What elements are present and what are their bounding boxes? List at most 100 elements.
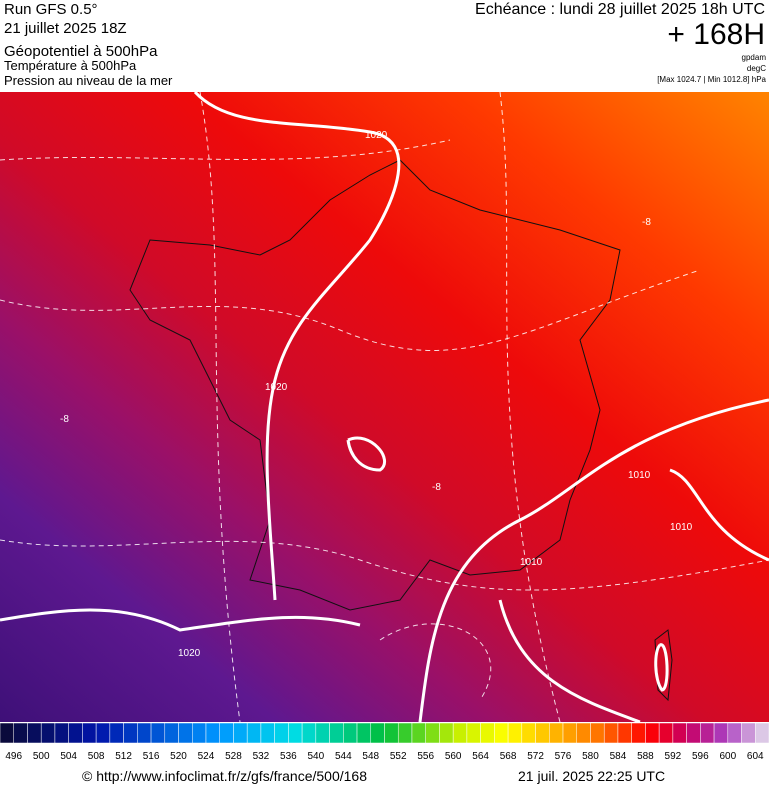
color-swatch (576, 722, 591, 744)
colorbar-label: 600 (719, 751, 736, 762)
color-swatch (164, 722, 179, 744)
field: Pression au niveau de la mer (4, 73, 173, 88)
coastline (129, 159, 621, 611)
color-swatch (425, 722, 440, 744)
colorbar-label: 592 (665, 751, 682, 762)
colorbar-label: 532 (253, 751, 270, 762)
colorbar-label: 524 (198, 751, 215, 762)
isobar (193, 90, 401, 601)
color-swatch (40, 722, 56, 744)
color-swatch (521, 722, 536, 744)
color-swatch (672, 722, 687, 744)
temperature-label: -8 (60, 414, 69, 425)
color-swatch (27, 722, 42, 744)
colorbar-label: 588 (637, 751, 654, 762)
field: Température à 500hPa (4, 58, 137, 73)
footer: © http://www.infoclimat.fr/z/gfs/france/… (82, 768, 665, 784)
colorbar-label: 552 (390, 751, 407, 762)
color-swatch (631, 722, 646, 744)
color-swatch (54, 722, 69, 744)
color-swatch (452, 722, 468, 744)
colorbar-label: 604 (747, 751, 764, 762)
unit: degC (747, 64, 766, 73)
colorbar-label: 496 (5, 751, 22, 762)
color-swatch (82, 722, 97, 744)
color-swatch (617, 722, 632, 744)
colorbar-label: 544 (335, 751, 352, 762)
color-swatch (329, 722, 344, 744)
color-swatch (480, 722, 495, 744)
color-swatch (741, 722, 756, 744)
color-swatch (590, 722, 605, 744)
colorbar-label: 536 (280, 751, 297, 762)
color-swatch (603, 722, 619, 744)
colorbar-label: 528 (225, 751, 242, 762)
color-swatch (123, 722, 138, 744)
color-swatch (397, 722, 413, 744)
range: [Max 1024.7 | Min 1012.8] hPa (657, 75, 766, 84)
isobar (654, 643, 669, 692)
map: 1020 1020 1020 1010 1010 1010 -8 -8 -8 (0, 90, 769, 724)
color-swatch (370, 722, 385, 744)
color-swatch (411, 722, 426, 744)
isobar-label: 1020 (178, 648, 201, 659)
colorbar-label: 520 (170, 751, 187, 762)
temperature-label: -8 (432, 482, 441, 493)
colorbar-label: 500 (33, 751, 50, 762)
color-swatch (755, 722, 769, 744)
color-swatch (700, 722, 715, 744)
colorbar-label: 576 (555, 751, 572, 762)
colorbar-label: 568 (500, 751, 517, 762)
isobar (498, 599, 641, 724)
color-swatch (315, 722, 330, 744)
color-swatch (109, 722, 124, 744)
color-swatch (562, 722, 578, 744)
color-swatch (727, 722, 742, 744)
colorbar-label: 516 (143, 751, 160, 762)
color-swatch (150, 722, 166, 744)
colorbar-label: 560 (445, 751, 462, 762)
isobar-label: 1010 (670, 522, 693, 533)
color-swatch (178, 722, 193, 744)
color-swatch (466, 722, 481, 744)
isobar-label: 1020 (265, 382, 288, 393)
colorbar-label: 540 (307, 751, 324, 762)
color-swatch (219, 722, 234, 744)
color-swatch (68, 722, 83, 744)
color-swatch (246, 722, 262, 744)
color-swatch (0, 722, 14, 744)
lead-time: + 168H (667, 18, 765, 51)
color-swatch (507, 722, 523, 744)
colorbar-label: 584 (610, 751, 627, 762)
color-swatch (549, 722, 564, 744)
color-swatch (95, 722, 111, 744)
color-swatch (356, 722, 372, 744)
isobar-label: 1010 (628, 470, 651, 481)
color-swatch (137, 722, 152, 744)
isobar-label: 1020 (365, 130, 388, 141)
model: Run GFS 0.5° (4, 1, 98, 18)
colorbar-label: 564 (472, 751, 489, 762)
color-swatch (233, 722, 248, 744)
header: Run GFS 0.5° 21 juillet 2025 18Z Géopote… (4, 1, 767, 88)
isobar (0, 608, 361, 632)
colorbar-label: 596 (692, 751, 709, 762)
isobar (346, 436, 387, 472)
color-swatch (288, 722, 303, 744)
colorbar-label: 556 (417, 751, 434, 762)
color-swatch (535, 722, 550, 744)
temperature-label: -8 (642, 217, 651, 228)
color-swatch (260, 722, 275, 744)
source-url: © http://www.infoclimat.fr/z/gfs/france/… (82, 768, 367, 784)
color-swatch (645, 722, 660, 744)
color-swatch (713, 722, 729, 744)
color-swatch (192, 722, 207, 744)
colorbar-label: 580 (582, 751, 599, 762)
run: 21 juillet 2025 18Z (4, 20, 127, 37)
unit: gpdam (742, 53, 767, 62)
isobar-label: 1010 (520, 557, 543, 568)
isobar (418, 398, 769, 723)
color-swatch (439, 722, 454, 744)
color-swatch (13, 722, 28, 744)
